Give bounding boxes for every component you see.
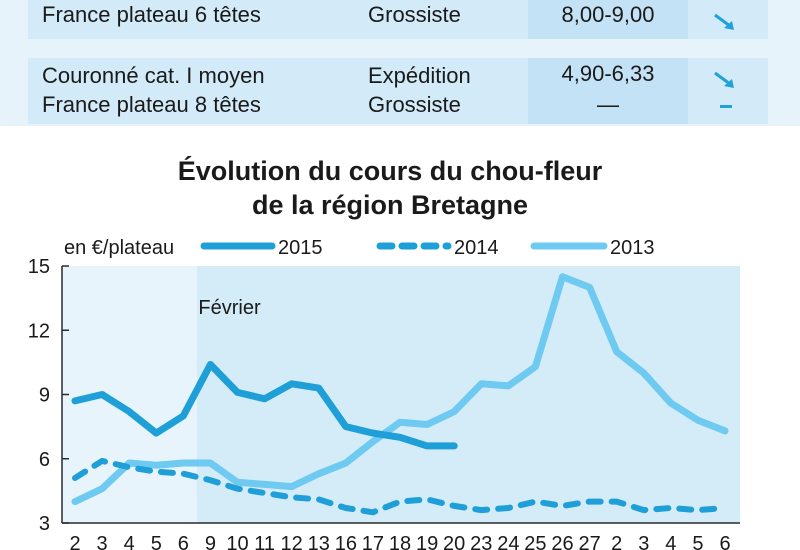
trend-cell <box>704 0 764 39</box>
x-tick-label: 3 <box>97 533 108 550</box>
trend-stable-icon <box>720 105 732 108</box>
unit-label: en €/plateau <box>64 237 174 259</box>
x-tick-label: 13 <box>308 533 330 550</box>
legend-label: 2013 <box>610 237 655 259</box>
x-tick-label: 16 <box>335 533 357 550</box>
legend-label: 2015 <box>278 237 323 259</box>
x-tick-label: 11 <box>254 533 275 550</box>
product-label: France plateau 8 têtes <box>42 92 261 117</box>
x-tick-label: 4 <box>124 533 135 550</box>
x-tick-label: 6 <box>178 533 189 550</box>
x-tick-label: 9 <box>205 533 216 550</box>
product-cell: France plateau 6 têtes <box>28 0 328 39</box>
x-tick-label: 23 <box>470 533 492 550</box>
stage-label: Grossiste <box>368 92 461 117</box>
stage-label: Expédition <box>368 63 471 88</box>
y-tick-label: 9 <box>39 385 50 407</box>
chart-title-line: de la région Bretagne <box>251 190 529 220</box>
x-tick-label: 10 <box>226 533 248 550</box>
stage-cell: Expédition Grossiste <box>354 58 524 124</box>
trend-down-icon <box>714 13 734 30</box>
x-tick-label: 2 <box>611 533 622 550</box>
price-value: — <box>597 92 619 117</box>
series-line-2015 <box>71 361 458 450</box>
x-tick-label: 24 <box>497 533 519 550</box>
x-tick-label: 4 <box>665 533 676 550</box>
price-row: France plateau 6 têtes Grossiste 8,00-9,… <box>28 0 768 39</box>
x-tick-label: 3 <box>638 533 649 550</box>
y-tick-label: 15 <box>28 256 50 278</box>
x-tick-label: 6 <box>719 533 730 550</box>
y-tick-label: 12 <box>28 320 50 342</box>
x-tick-label: 2 <box>69 533 80 550</box>
x-tick-label: 19 <box>416 533 438 550</box>
x-tick-label: 25 <box>524 533 546 550</box>
chart-panel: Évolution du cours du chou-fleur de la r… <box>0 146 800 550</box>
price-value: 4,90-6,33 <box>561 61 655 86</box>
x-tick-label: 17 <box>362 533 384 550</box>
trend-cell <box>704 58 764 124</box>
y-tick-label: 6 <box>39 449 50 471</box>
chart-title-line: Évolution du cours du chou-fleur <box>177 156 603 186</box>
x-tick-label: 12 <box>281 533 303 550</box>
chart-title: Évolution du cours du chou-fleur de la r… <box>0 154 780 222</box>
x-tick-label: 20 <box>443 533 465 550</box>
x-tick-label: 27 <box>578 533 600 550</box>
chart-annotation: Février <box>198 297 261 319</box>
stage-label: Grossiste <box>368 2 461 27</box>
series-line-2014 <box>72 457 728 516</box>
product-cell: Couronné cat. I moyen France plateau 8 t… <box>28 58 328 124</box>
product-label: France plateau 6 têtes <box>42 2 261 27</box>
product-label: Couronné cat. I moyen <box>42 63 265 88</box>
price-cell: 4,90-6,33 — <box>528 58 688 124</box>
stage-cell: Grossiste <box>354 0 524 39</box>
trend-down-icon <box>714 71 734 88</box>
y-tick-label: 3 <box>39 513 50 535</box>
legend-label: 2014 <box>454 237 499 259</box>
x-tick-label: 26 <box>551 533 573 550</box>
price-cell: 8,00-9,00 <box>528 0 688 39</box>
price-table: France plateau 6 têtes Grossiste 8,00-9,… <box>28 0 768 126</box>
x-tick-label: 18 <box>389 533 411 550</box>
price-value: 8,00-9,00 <box>561 2 655 27</box>
series-line-2013 <box>71 273 729 506</box>
x-tick-label: 5 <box>692 533 703 550</box>
price-row: Couronné cat. I moyen France plateau 8 t… <box>28 58 768 124</box>
price-table-panel: France plateau 6 têtes Grossiste 8,00-9,… <box>0 0 800 126</box>
x-tick-label: 5 <box>151 533 162 550</box>
